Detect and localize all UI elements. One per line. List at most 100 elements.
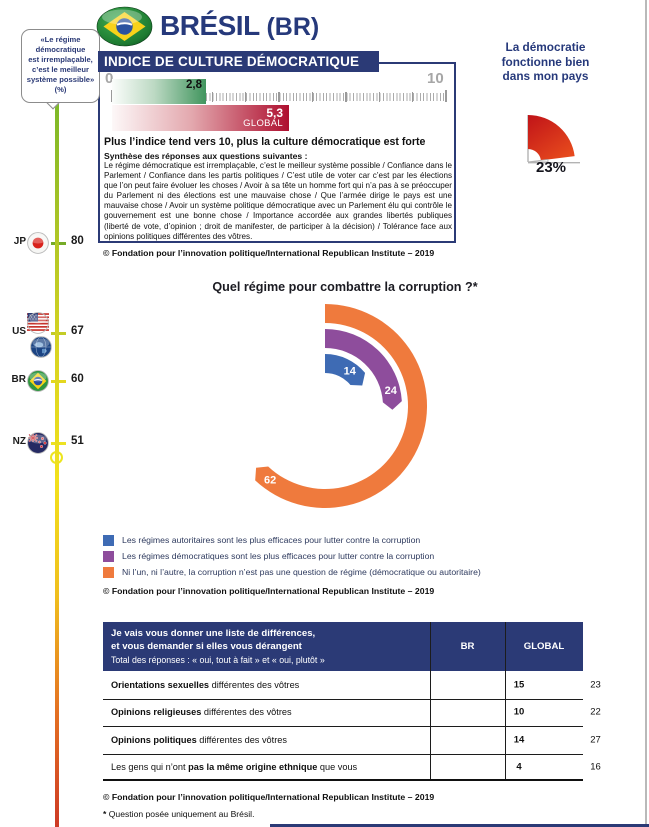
bubble-line: (%) — [54, 85, 67, 94]
scale-code-nz: NZ — [12, 436, 26, 447]
corruption-arc-value-0: 14 — [344, 365, 357, 377]
democracy-pie-svg — [527, 115, 580, 164]
legend-label: Ni l’un, ni l’autre, la corruption n’est… — [122, 567, 481, 577]
table-row-1: Opinions religieuses différentes des vôt… — [103, 699, 601, 727]
scale-flag-br — [27, 370, 49, 392]
bubble-line: c’est le meilleur — [32, 65, 89, 74]
table-vline-2 — [504, 622, 506, 781]
row-value-br: 15 — [513, 679, 525, 691]
table-row-separator — [103, 698, 583, 700]
scale-value-us: 67 — [71, 325, 84, 337]
index-banner: INDICE DE CULTURE DÉMOCRATIQUE — [98, 51, 379, 72]
row-value-global: 16 — [590, 761, 601, 773]
us-flag-icon — [27, 312, 49, 334]
scale-code-br: BR — [11, 374, 26, 385]
scale-flag-us — [27, 312, 49, 334]
gauge-tick-10 — [445, 90, 447, 102]
table-row-separator — [103, 753, 583, 755]
scale-value-nz: 51 — [71, 435, 84, 447]
index-strapline: Plus l’indice tend vers 10, plus la cult… — [104, 136, 426, 148]
bottom-navy-rule — [270, 824, 649, 827]
legend-label: Les régimes autoritaires sont les plus e… — [122, 535, 421, 545]
corruption-arc-2 — [255, 304, 428, 508]
democracy-pie-title: La démocratie fonctionne bien dans mon pay… — [468, 40, 623, 84]
scale-value-br: 60 — [71, 373, 84, 385]
gauge-bar-global: 5,3 GLOBAL — [112, 105, 289, 131]
scale-dash-br — [51, 380, 66, 383]
table-row-3: Les gens qui n’ont pas la même origine e… — [103, 754, 601, 782]
gauge-bar-br: 2,8 — [112, 79, 206, 104]
credit-line-1: © Fondation pour l’innovation politique/… — [103, 248, 435, 258]
row-value-br: 10 — [513, 706, 525, 718]
scale-flag-jp — [27, 232, 49, 254]
row-value-global: 22 — [590, 706, 601, 718]
scale-code-us: US — [12, 326, 26, 337]
legend-item-0: Les régimes autoritaires sont les plus e… — [103, 532, 481, 548]
scale-flag-global — [30, 336, 52, 358]
row-label: Orientations sexuelles différentes des v… — [111, 679, 300, 690]
column-header-global: GLOBAL — [523, 641, 565, 652]
gauge-tick-7 — [345, 91, 347, 102]
gauge-global-caption: GLOBAL — [243, 118, 283, 129]
table-vline-1 — [429, 622, 431, 781]
democracy-title-line: La démocratie — [505, 40, 586, 54]
credit-line-2: © Fondation pour l’innovation politique/… — [103, 586, 435, 596]
bubble-line: système possible» — [26, 75, 95, 84]
scale-code-jp: JP — [13, 236, 26, 247]
row-label: Les gens qui n’ont pas la même origine e… — [111, 762, 358, 773]
row-value-global: 27 — [590, 734, 601, 746]
footnote-asterisk: * — [103, 809, 107, 819]
row-value-global: 23 — [590, 679, 601, 691]
democracy-pie-chart — [500, 105, 590, 175]
corruption-arc-chart: 14 24 62 — [215, 296, 435, 516]
synthesis-body: Le régime démocratique est irremplaçable… — [104, 161, 452, 241]
brazil-flag-oval-icon — [96, 6, 153, 47]
table-bottom-border — [103, 779, 583, 782]
gauge-tick-9 — [411, 91, 414, 102]
scale-dash-nz — [51, 442, 66, 445]
new-zealand-flag-icon — [27, 432, 49, 454]
gauge-tick-4 — [244, 91, 247, 102]
table-row-0: Orientations sexuelles différentes des v… — [103, 671, 601, 699]
scale-dash-us — [51, 332, 66, 335]
corruption-arcs-svg: 14 24 62 — [255, 304, 428, 508]
globe-icon — [30, 336, 52, 358]
gauge-tick-5 — [278, 91, 280, 102]
legend-swatch-icon — [103, 534, 114, 546]
gauge-minor-ticks — [206, 93, 446, 101]
row-label: Opinions religieuses différentes des vôt… — [111, 707, 292, 718]
column-header-br: BR — [460, 641, 475, 652]
corruption-arc-value-2: 62 — [264, 474, 276, 486]
scale-dash-jp — [51, 242, 66, 245]
scale-value-jp: 80 — [71, 235, 84, 247]
gauge-br-value: 2,8 — [186, 79, 202, 91]
synthesis-heading: Synthèse des réponses aux questions suiv… — [104, 151, 308, 161]
row-value-br: 4 — [516, 761, 522, 773]
row-value-br: 14 — [513, 734, 525, 746]
democracy-pie-value: 23% — [536, 159, 567, 176]
japan-flag-icon — [27, 232, 49, 254]
legend-label: Les régimes démocratiques sont les plus … — [122, 551, 435, 561]
democracy-title-line: dans mon pays — [502, 69, 589, 83]
table-header: Je vais vous donner une liste de différe… — [103, 622, 583, 671]
corruption-arc-1 — [325, 329, 402, 410]
gauge-tick-6 — [311, 91, 314, 102]
scale-max-label: 10 — [427, 70, 444, 87]
country-code: (BR) — [266, 13, 320, 41]
country-scale-line — [55, 104, 59, 827]
scale-question-bubble: «Le régime démocratique est irremplaçable,… — [21, 29, 100, 103]
gauge-tick-8 — [378, 91, 380, 102]
credit-line-3: © Fondation pour l’innovation politique/… — [103, 792, 435, 802]
table-subtitle: Total des réponses : « oui, tout à fait … — [111, 655, 325, 665]
bubble-line: démocratique — [35, 45, 86, 54]
brazil-flag-oval — [96, 6, 153, 47]
corruption-arc-value-1: 24 — [385, 385, 398, 397]
legend-item-1: Les régimes démocratiques sont les plus … — [103, 548, 481, 564]
bubble-line: est irremplaçable, — [28, 55, 93, 64]
table-row-separator — [103, 726, 583, 728]
page-edge-divider — [645, 0, 647, 827]
corruption-legend: Les régimes autoritaires sont les plus e… — [103, 532, 481, 580]
page-title: BRÉSIL (BR) — [160, 10, 319, 42]
table-row-2: Opinions politiques différentes des vôtr… — [103, 726, 601, 754]
